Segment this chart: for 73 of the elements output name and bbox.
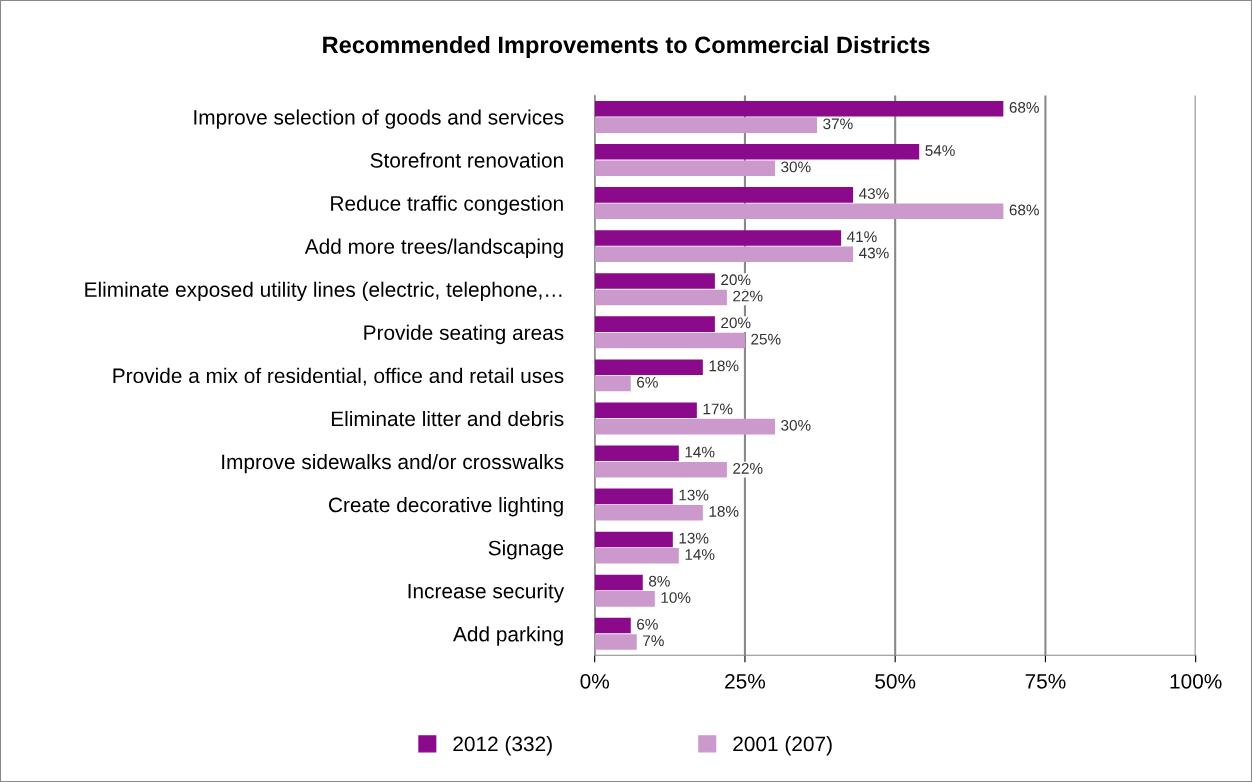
data-label: 13% [679,532,709,544]
data-label: 37% [823,118,853,130]
bar [594,144,920,160]
legend-label: 2001 (207) [733,736,832,756]
y-tick-label: Reduce traffic congestion [331,195,563,215]
x-tick-label: 75% [1025,674,1066,689]
data-label: 22% [733,290,763,302]
x-tick-label: 100% [1170,673,1222,689]
data-label: 13% [679,489,709,501]
bar [594,187,854,203]
bar [594,316,715,332]
bar [594,203,1004,220]
data-label: 54% [925,145,955,156]
bar [594,359,703,375]
data-label: 30% [781,161,811,173]
data-label: 41% [847,231,877,243]
data-label: 18% [709,506,739,517]
data-label: 6% [637,618,658,630]
y-tick-label: Add more trees/landscaping [304,238,563,259]
chart-title: Recommended Improvements to Commercial Districts [323,35,930,58]
bar [594,375,631,392]
data-label: 43% [859,188,889,199]
data-label: 17% [703,403,733,415]
y-tick-label: Provide a mix of residential, office and retail uses [113,367,564,386]
bar [594,402,697,419]
data-label: 14% [685,549,715,560]
y-tick-label: Improve selection of goods and services [194,109,564,129]
legend-label: 2012 (332) [453,736,552,756]
bar [594,273,715,289]
bar [594,574,643,591]
bar [594,634,637,650]
y-tick-label: Signage [488,540,564,560]
bar [594,531,673,548]
data-label: 22% [733,462,763,474]
y-tick-label: Increase security [408,583,565,603]
data-label: 43% [859,247,889,259]
x-tick-label: 50% [875,673,916,689]
y-tick-label: Create decorative lighting [328,497,563,517]
data-label: 68% [1009,102,1039,113]
bar [594,289,727,306]
y-tick-label: Improve sidewalks and/or crosswalks [222,453,564,474]
y-tick-label: Provide seating areas [364,324,564,345]
y-tick-label: Eliminate litter and debris [331,410,564,427]
x-tick-label: 25% [725,673,766,689]
data-label: 10% [661,592,691,603]
bar [594,488,673,505]
bar [594,617,631,634]
y-tick-label: Eliminate exposed utility lines (electric, telephone,… [85,281,562,302]
data-label: 8% [649,575,670,587]
bar [594,100,1004,117]
data-label: 14% [685,446,715,458]
bar [594,160,775,176]
bar [594,246,854,263]
data-label: 6% [637,376,658,388]
data-label: 20% [721,317,751,329]
bar [594,445,679,462]
data-label: 25% [751,333,781,345]
bar [594,461,727,478]
bar [594,504,703,521]
bar [594,418,775,435]
bar [594,230,842,246]
data-label: 68% [1009,204,1039,216]
bar [594,332,745,349]
bar [594,591,655,607]
data-label: 18% [709,360,739,372]
bar [594,548,679,564]
data-label: 7% [643,635,664,647]
data-label: 20% [721,274,751,286]
y-tick-label: Storefront renovation [370,152,563,168]
bar [594,117,818,133]
y-tick-label: Add parking [453,626,563,646]
data-label: 30% [781,419,811,431]
x-tick-label: 0% [580,673,610,689]
